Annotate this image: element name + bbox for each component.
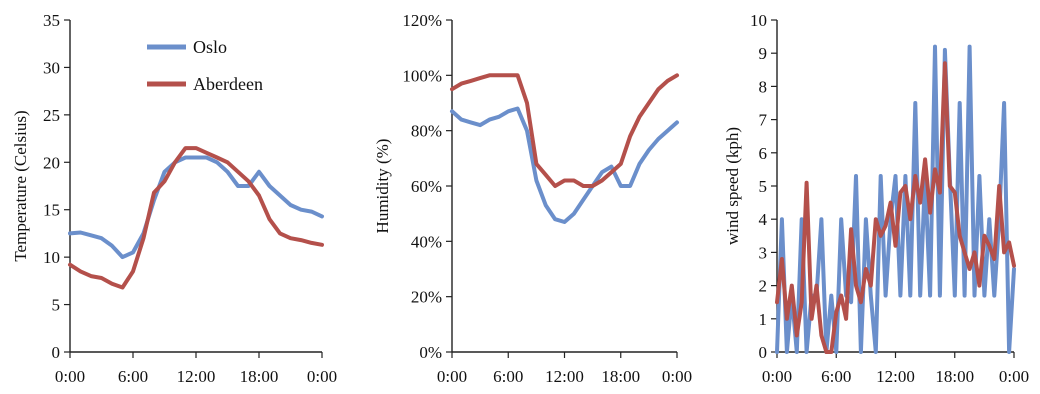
- y-tick-label: 8: [759, 77, 768, 96]
- y-tick-label: 100%: [402, 66, 442, 85]
- series-line-aberdeen: [450, 73, 679, 188]
- x-tick-label: 18:00: [240, 367, 279, 386]
- series-line-aberdeen: [775, 61, 1016, 354]
- y-tick-label: 10: [750, 11, 767, 30]
- series-line-oslo: [450, 106, 679, 224]
- legend: Oslo Aberdeen: [147, 37, 263, 94]
- x-tick-label: 6:00: [493, 367, 523, 386]
- legend-label: Oslo: [193, 37, 227, 57]
- y-tick-label: 5: [52, 296, 61, 315]
- x-tick-label: 0:00: [999, 367, 1029, 386]
- chart-panel-2: 0% 20% 40% 60% 80% 100% 120% 0:00 6:00 12:00 18:00…: [373, 11, 692, 386]
- y-tick-label: 0: [759, 343, 768, 362]
- x-tick-label: 18:00: [935, 367, 974, 386]
- x-tick-label: 0:00: [662, 367, 692, 386]
- y-tick-label: 15: [43, 201, 60, 220]
- y-tick-label: 4: [759, 210, 768, 229]
- y-tick-label: 120%: [402, 11, 442, 30]
- y-axis-label: Humidity (%): [373, 139, 392, 234]
- y-tick-label: 60%: [411, 177, 442, 196]
- chart-panel-3: 0 1 2 3 4 5 6 7 8 9 10 0:00 6:00 12:00 18:00 0:00 wind s…: [723, 11, 1029, 386]
- x-tick-label: 12:00: [876, 367, 915, 386]
- y-tick-label: 9: [759, 44, 768, 63]
- x-tick-label: 0:00: [437, 367, 467, 386]
- y-tick-label: 0: [52, 343, 61, 362]
- x-tick-label: 12:00: [177, 367, 216, 386]
- y-tick-label: 3: [759, 243, 768, 262]
- y-axis-label: Temperature (Celsius): [11, 110, 30, 261]
- y-tick-label: 1: [759, 310, 768, 329]
- x-tick-label: 0:00: [307, 367, 337, 386]
- y-tick-label: 7: [759, 111, 768, 130]
- x-tick-label: 6:00: [821, 367, 851, 386]
- x-tick-label: 12:00: [545, 367, 584, 386]
- y-tick-label: 80%: [411, 122, 442, 141]
- y-tick-label: 40%: [411, 232, 442, 251]
- y-tick-label: 10: [43, 248, 60, 267]
- y-tick-label: 35: [43, 11, 60, 30]
- y-tick-label: 2: [759, 277, 768, 296]
- y-tick-label: 20: [43, 153, 60, 172]
- chart-panel-1: 0 5 10 15 20 25 30 35 0:00 6:00 12:00 18:00 0:00 Temp…: [11, 11, 337, 386]
- series-line-aberdeen: [68, 146, 324, 290]
- y-tick-label: 20%: [411, 288, 442, 307]
- x-tick-label: 18:00: [601, 367, 640, 386]
- y-tick-label: 30: [43, 58, 60, 77]
- y-tick-label: 5: [759, 177, 768, 196]
- x-tick-label: 6:00: [118, 367, 148, 386]
- series-line-oslo: [68, 155, 324, 260]
- y-tick-label: 0%: [419, 343, 442, 362]
- y-tick-label: 25: [43, 106, 60, 125]
- y-tick-label: 6: [759, 144, 768, 163]
- y-axis-label: wind speed (kph): [723, 127, 742, 245]
- x-tick-label: 0:00: [55, 367, 85, 386]
- legend-label: Aberdeen: [193, 74, 263, 94]
- x-tick-label: 0:00: [762, 367, 792, 386]
